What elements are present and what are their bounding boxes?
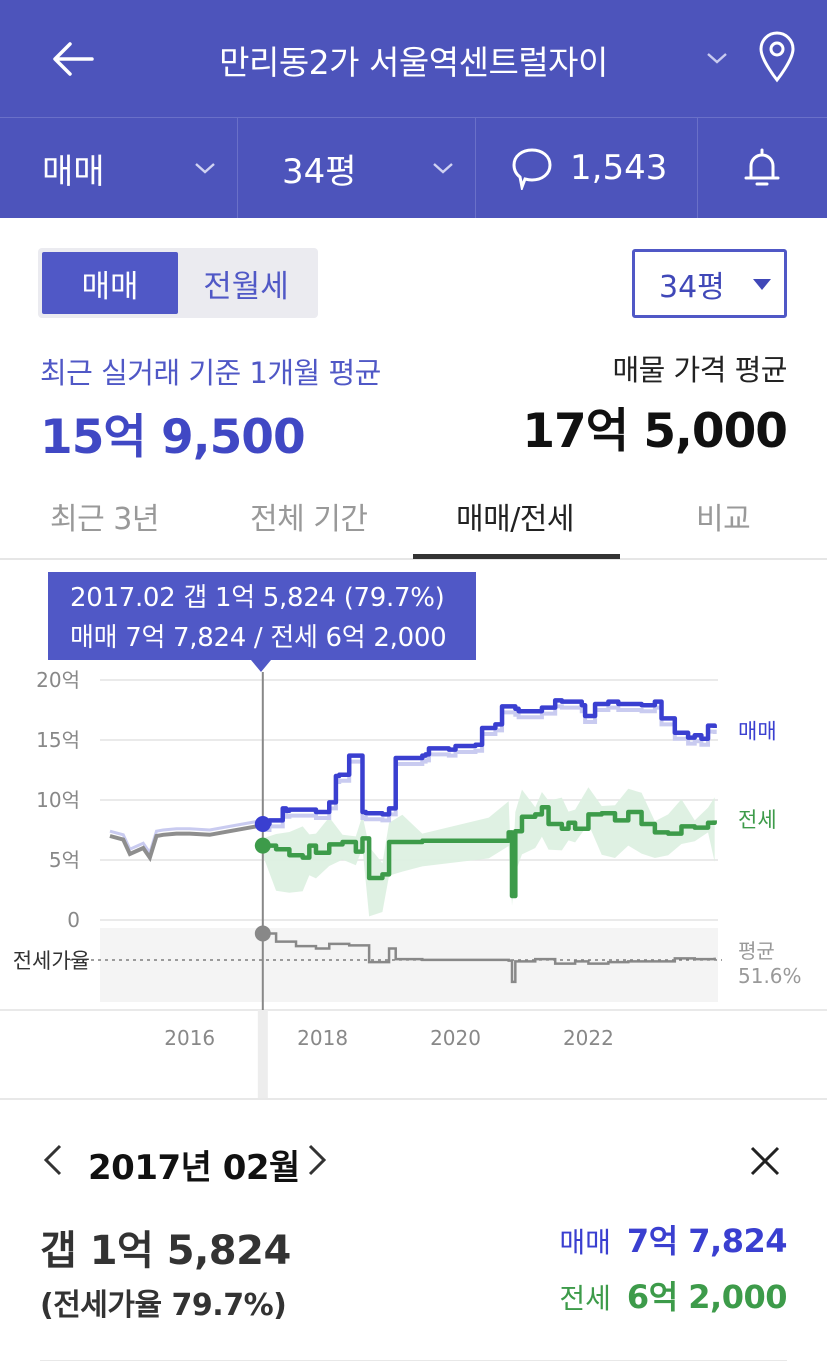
y-tick-label: 10억 [36,788,80,812]
tooltip-line-2: 매매 7억 7,824 / 전세 6억 2,000 [70,623,447,653]
area-select[interactable]: 34평 [632,249,787,318]
chart-tooltip: 2017.02 갭 1억 5,824 (79.7%) 매매 7억 7,824 /… [48,572,476,660]
crosshair-track [257,1010,268,1100]
y-tick-label: 20억 [36,668,80,692]
sale-marker [254,816,271,832]
y-tick-label: 15억 [36,728,80,752]
active-tab-indicator [413,554,620,559]
comment-count: 1,543 [570,148,668,188]
ratio-band [100,928,718,1002]
period-tabs: 최근 3년 전체 기간 매매/전세 비교 [0,478,827,560]
detail-date: 2017년 02월 [88,1148,300,1188]
close-icon[interactable] [748,1144,782,1178]
location-pin-icon[interactable] [756,30,798,84]
ratio-marker [254,925,271,942]
detail-gap: 갭 1억 5,824 [40,1228,291,1274]
chevron-right-icon[interactable] [304,1142,330,1178]
segment-buy[interactable]: 매매 [42,252,178,314]
ratio-series-line [262,932,716,984]
price-chart[interactable]: 20억 15억 10억 5억 0 2016 2018 2020 2022 전세가율 평균 51.6% 매… [0,560,827,1100]
x-tick-label: 2016 [164,1026,215,1050]
trade-segment-control: 매매 전월세 [38,248,318,318]
detail-sale-value: 7억 7,824 [626,1222,788,1260]
detail-sale-label: 매매 [559,1226,611,1259]
trade-type-dropdown[interactable]: 매매 [0,118,238,218]
back-arrow-icon[interactable] [50,36,96,82]
tab-recent-3y[interactable]: 최근 3년 [50,502,159,537]
chevron-down-icon[interactable] [705,48,729,68]
comments-button[interactable]: 1,543 [476,118,698,218]
ratio-average-label: 평균 [738,939,775,963]
tab-compare[interactable]: 비교 [696,502,751,537]
y-tick-label: 0 [67,908,80,932]
sale-range-line [109,817,264,857]
detail-ratio: (전세가율 79.7%) [40,1288,287,1323]
bell-icon [744,148,780,186]
listing-price-label: 매물 가격 평균 [612,353,787,387]
divider [40,1360,787,1361]
area-dropdown[interactable]: 34평 [238,118,476,218]
jeonse-series-line [262,804,717,899]
detail-jeonse-label: 전세 [559,1282,611,1315]
area-label: 34평 [282,151,357,192]
detail-sale-row: 매매 7억 7,824 [559,1216,787,1262]
sale-series-label: 매매 [738,719,777,743]
tab-all-period[interactable]: 전체 기간 [250,502,368,537]
pre-sale-line [109,822,264,863]
x-tick-label: 2020 [430,1026,481,1050]
x-tick-label: 2018 [297,1026,348,1050]
chevron-down-icon [195,163,215,174]
tooltip-pointer [251,660,271,672]
recent-price-label: 최근 실거래 기준 1개월 평균 [40,356,381,390]
listing-price-value: 17억 5,000 [522,404,788,459]
filter-bar: 매매 34평 1,543 [0,117,827,218]
recent-price-value: 15억 9,500 [40,410,306,465]
app-header: 만리동2가 서울역센트럴자이 [0,0,827,117]
ratio-axis-label: 전세가율 [13,949,90,973]
jeonse-marker [254,837,271,854]
ratio-average-value: 51.6% [738,964,802,988]
caret-down-icon [753,279,771,290]
x-tick-label: 2022 [563,1026,614,1050]
complex-title[interactable]: 만리동2가 서울역센트럴자이 [219,43,608,82]
area-select-label: 34평 [659,269,725,305]
detail-jeonse-value: 6억 2,000 [626,1278,788,1316]
segment-rent[interactable]: 전월세 [203,268,289,305]
chevron-left-icon[interactable] [40,1142,66,1178]
tooltip-line-1: 2017.02 갭 1억 5,824 (79.7%) [70,583,445,613]
speech-bubble-icon [512,148,552,190]
notification-button[interactable] [698,118,827,218]
chevron-down-icon [433,163,453,174]
sale-series-line [262,698,717,827]
detail-jeonse-row: 전세 6억 2,000 [559,1272,787,1318]
tab-sale-jeonse[interactable]: 매매/전세 [456,502,575,537]
y-tick-label: 5억 [49,848,80,872]
detail-panel: 2017년 02월 갭 1억 5,824 (전세가율 79.7%) 매매 7억 … [0,1098,827,1362]
trade-type-label: 매매 [42,151,105,192]
jeonse-range-area [262,787,715,917]
jeonse-series-label: 전세 [738,808,777,832]
